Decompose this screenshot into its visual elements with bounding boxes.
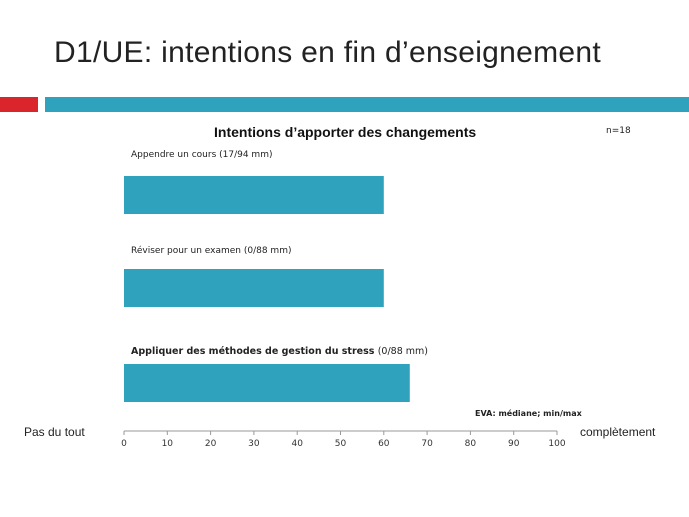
bar-label-2-text: Réviser pour un examen (0/88 mm) — [131, 246, 292, 256]
x-tick-label: 70 — [421, 439, 433, 449]
scale-left-label: Pas du tout — [24, 425, 85, 439]
x-tick-label: 80 — [465, 439, 477, 449]
sample-size-label: n=18 — [606, 126, 631, 136]
chart-note: EVA: médiane; min/max — [475, 409, 582, 418]
x-tick-label: 20 — [205, 439, 217, 449]
bar-label-2: Réviser pour un examen (0/88 mm) — [131, 246, 291, 256]
title-accent-teal — [45, 97, 689, 112]
x-tick-label: 50 — [335, 439, 347, 449]
x-tick-label: 100 — [548, 439, 565, 449]
bar-label-3: Appliquer des méthodes de gestion du str… — [131, 346, 428, 357]
bar-label-1-text: Appendre un cours (17/94 mm) — [131, 150, 273, 160]
x-tick-label: 0 — [121, 439, 127, 449]
scale-right-label: complètement — [580, 425, 656, 439]
x-tick-label: 30 — [248, 439, 260, 449]
title-accent-red — [0, 97, 38, 112]
bar-1 — [124, 176, 384, 214]
x-tick-label: 40 — [291, 439, 303, 449]
bar-label-3-suffix: (0/88 mm) — [377, 346, 428, 357]
bar-2 — [124, 269, 384, 307]
x-tick-label: 60 — [378, 439, 390, 449]
slide-title: D1/UE: intentions en fin d’enseignement — [54, 36, 602, 69]
bar-label-3-text: Appliquer des méthodes de gestion du str… — [131, 346, 378, 357]
bar-3 — [124, 364, 410, 402]
bar-label-1: Appendre un cours (17/94 mm) — [131, 150, 272, 160]
x-tick-label: 10 — [162, 439, 174, 449]
chart-title: Intentions d’apporter des changements — [214, 124, 477, 140]
x-tick-label: 90 — [508, 439, 520, 449]
